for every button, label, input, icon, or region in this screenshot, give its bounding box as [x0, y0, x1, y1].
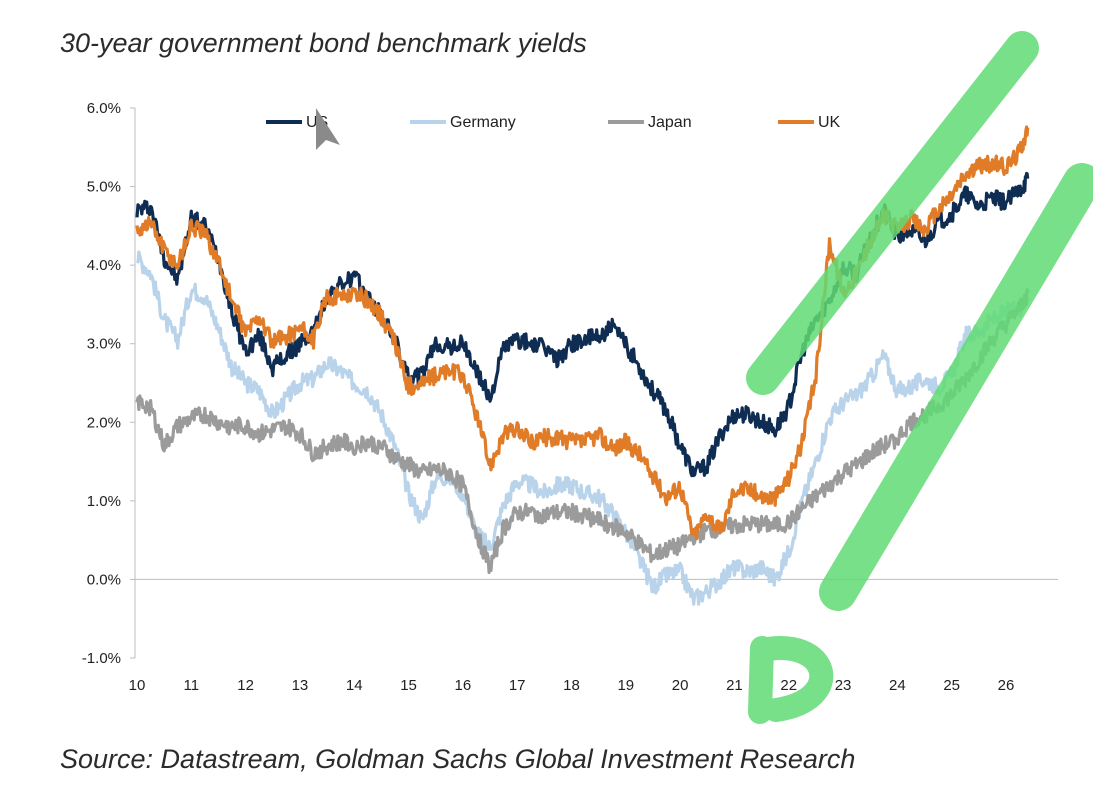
series-line-germany [135, 250, 1030, 606]
y-tick-label: 5.0% [87, 179, 121, 196]
x-tick-label: 25 [943, 677, 960, 694]
x-tick-label: 15 [400, 677, 417, 694]
y-tick-label: 3.0% [87, 336, 121, 353]
axes: 6.0% 5.0% 4.0% 3.0% 2.0% 1.0% 0.0% -1.0% 10 11 12 1… [82, 100, 1058, 694]
x-tick-label: 13 [292, 677, 309, 694]
x-tick-label: 24 [889, 677, 906, 694]
x-tick-label: 22 [780, 677, 797, 694]
series-line-japan [135, 288, 1030, 575]
x-tick-label: 20 [672, 677, 689, 694]
y-tick-label: 4.0% [87, 257, 121, 274]
chart-title: 30-year government bond benchmark yields [60, 28, 587, 58]
legend-label-japan: Japan [648, 114, 692, 131]
x-tick-label: 14 [346, 677, 363, 694]
x-tick-label: 16 [455, 677, 472, 694]
green-highlight-upper-stroke [746, 31, 1039, 395]
legend-label-uk: UK [818, 114, 841, 131]
x-tick-label: 18 [563, 677, 580, 694]
source-note: Source: Datastream, Goldman Sachs Global… [60, 744, 856, 774]
x-tick-label: 17 [509, 677, 526, 694]
y-tick-label: 2.0% [87, 414, 121, 431]
legend-label-germany: Germany [450, 114, 516, 131]
x-tick-label: 12 [237, 677, 254, 694]
green-d-scribble [748, 636, 834, 724]
x-tick-label: 10 [129, 677, 146, 694]
y-tick-label: 1.0% [87, 493, 121, 510]
cursor-arrow-icon [316, 108, 340, 150]
green-highlighter-annotations [316, 31, 1093, 724]
y-tick-label: 0.0% [87, 571, 121, 588]
green-highlight-lower-stroke [819, 163, 1093, 611]
x-tick-label: 11 [184, 677, 200, 694]
legend: USGermanyJapanUK [266, 114, 841, 131]
y-tick-label: -1.0% [82, 650, 121, 667]
x-tick-label: 19 [617, 677, 634, 694]
x-tick-label: 26 [998, 677, 1015, 694]
x-tick-label: 21 [726, 677, 743, 694]
x-tick-label: 23 [835, 677, 852, 694]
y-tick-label: 6.0% [87, 100, 121, 117]
